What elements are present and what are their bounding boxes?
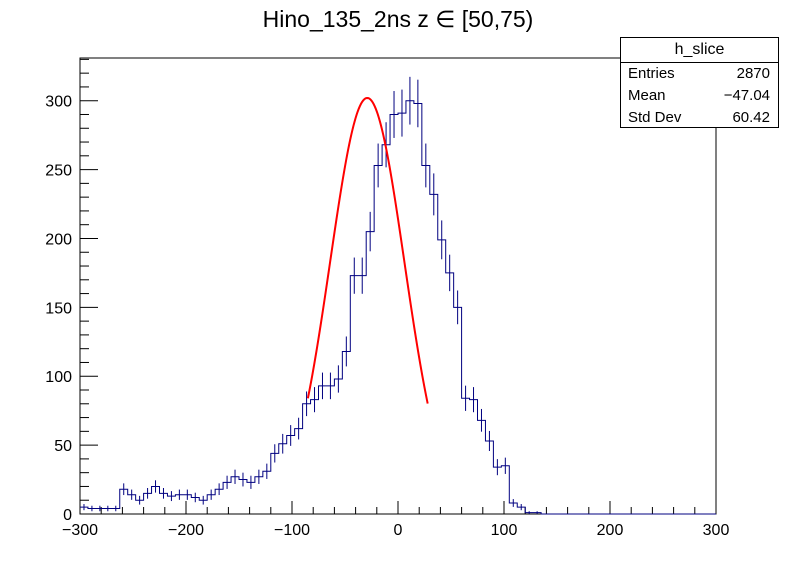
stats-row-mean: Mean −47.04 <box>621 85 778 107</box>
x-tick-label: 0 <box>394 522 403 539</box>
x-tick-label: 100 <box>491 522 518 539</box>
y-tick-label: 0 <box>63 507 72 524</box>
x-tick-label: 300 <box>703 522 730 539</box>
chart-title: Hino_135_2ns z ∈ [50,75) <box>262 6 534 32</box>
x-tick-label: −200 <box>168 522 204 539</box>
x-tick-label: −300 <box>62 522 98 539</box>
stats-box: h_slice Entries 2870 Mean −47.04 Std Dev… <box>620 37 779 128</box>
y-tick-label: 200 <box>45 231 72 248</box>
y-tick-label: 100 <box>45 369 72 386</box>
histogram-outline <box>80 100 716 515</box>
stats-stddev-label: Std Dev <box>628 109 682 126</box>
stats-box-name: h_slice <box>621 38 778 63</box>
stats-row-stddev: Std Dev 60.42 <box>621 107 778 129</box>
y-tick-label: 250 <box>45 163 72 180</box>
y-tick-label: 150 <box>45 300 72 317</box>
x-tick-label: 200 <box>597 522 624 539</box>
stats-mean-label: Mean <box>628 87 666 104</box>
y-tick-label: 300 <box>45 94 72 111</box>
x-tick-label: −100 <box>274 522 310 539</box>
y-tick-label: 50 <box>54 438 72 455</box>
stats-entries-label: Entries <box>628 65 675 82</box>
gaussian-fit-curve <box>306 96 429 404</box>
stats-entries-value: 2870 <box>736 65 770 82</box>
stats-mean-value: −47.04 <box>723 87 770 104</box>
stats-stddev-value: 60.42 <box>732 109 770 126</box>
stats-row-entries: Entries 2870 <box>621 63 778 85</box>
